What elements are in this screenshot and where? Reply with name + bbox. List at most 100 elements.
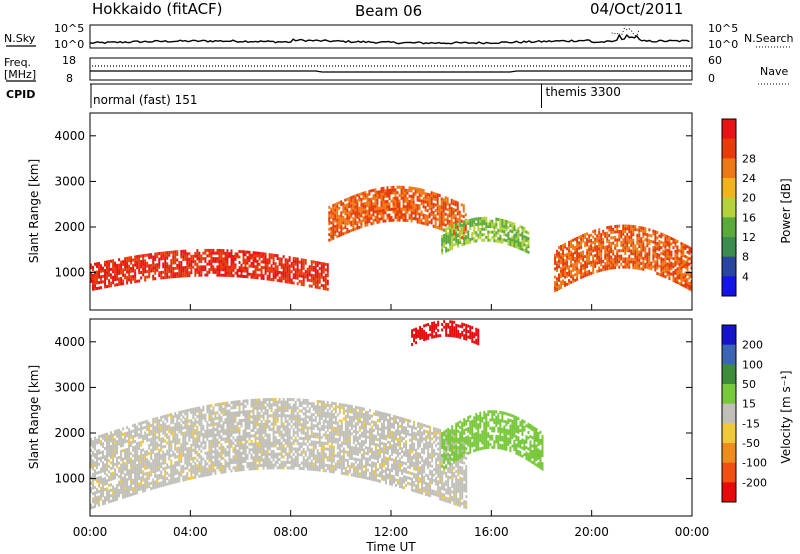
echo-cell [296,431,299,435]
echo-cell [630,252,633,256]
echo-cell [128,436,131,440]
echo-cell [444,207,447,211]
echo-cell [336,224,339,228]
echo-cell [310,262,313,266]
echo-cell [114,269,117,273]
echo-cell [158,435,161,439]
echo-cell [178,479,181,483]
echo-cell [218,405,221,409]
echo-cell [654,243,657,247]
echo-cell [92,284,95,288]
echo-cell [454,225,457,229]
echo-cell [608,244,611,248]
echo-cell [248,415,251,419]
echo-cell [216,444,219,448]
echo-cell [362,194,365,198]
echo-cell [264,271,267,275]
echo-cell [312,413,315,417]
echo-cell [515,242,518,246]
echo-cell [172,475,175,479]
echo-cell [160,276,163,280]
echo-cell [96,460,99,464]
echo-cell [152,434,155,438]
echo-cell [276,278,279,282]
echo-cell [244,258,247,262]
echo-cell [436,206,439,210]
echo-cell [134,470,137,474]
echo-cell [304,412,307,416]
echo-cell [212,450,215,454]
echo-cell [98,286,101,290]
echo-cell [384,192,387,196]
echo-cell [170,448,173,452]
echo-cell [108,489,111,493]
echo-cell [204,416,207,420]
echo-cell [182,431,185,435]
echo-cell [418,193,421,197]
echo-cell [244,437,247,441]
echo-cell [465,238,468,242]
echo-cell [224,404,227,408]
echo-cell [218,468,221,472]
echo-cell [292,422,295,426]
echo-cell [190,446,193,450]
echo-cell [280,417,283,421]
echo-cell [638,242,641,246]
echo-cell [654,230,657,234]
echo-cell [572,244,575,248]
echo-cell [198,474,201,478]
echo-cell [628,249,631,253]
echo-cell [638,245,641,249]
echo-cell [110,461,113,465]
echo-cell [346,205,349,209]
echo-cell [638,234,641,238]
echo-cell [252,456,255,460]
echo-cell [616,252,619,256]
echo-cell [214,414,217,418]
echo-cell [146,449,149,453]
echo-cell [234,257,237,261]
echo-cell [188,446,191,450]
echo-cell [400,185,403,189]
echo-cell [228,466,231,470]
echo-cell [670,256,673,260]
echo-cell [614,230,617,234]
echo-cell [200,449,203,453]
echo-cell [274,262,277,266]
echo-cell [422,216,425,220]
echo-cell [152,445,155,449]
echo-cell [140,270,143,274]
echo-cell [312,446,315,450]
echo-cell [588,234,591,238]
echo-cell [268,277,271,281]
echo-cell [172,453,175,457]
echo-cell [134,263,137,267]
echo-cell [194,462,197,466]
echo-cell [114,476,117,480]
echo-cell [256,453,259,457]
echo-cell [606,259,609,263]
echo-cell [632,252,635,256]
echo-cell [160,445,163,449]
echo-cell [226,252,229,256]
echo-cell [240,443,243,447]
echo-cell [608,266,611,270]
echo-cell [584,255,587,259]
echo-cell [324,276,327,280]
echo-cell [422,197,425,201]
echo-cell [92,268,95,272]
echo-cell [224,412,227,416]
echo-cell [590,260,593,264]
echo-cell [418,207,421,211]
echo-cell [214,268,217,272]
echo-cell [240,402,243,406]
echo-cell [680,277,683,281]
echo-cell [454,219,457,223]
echo-cell [394,204,397,208]
echo-cell [370,222,373,226]
echo-cell [306,273,309,277]
echo-cell [362,205,365,209]
echo-cell [250,272,253,276]
echo-cell [90,481,92,485]
echo-cell [164,477,167,481]
